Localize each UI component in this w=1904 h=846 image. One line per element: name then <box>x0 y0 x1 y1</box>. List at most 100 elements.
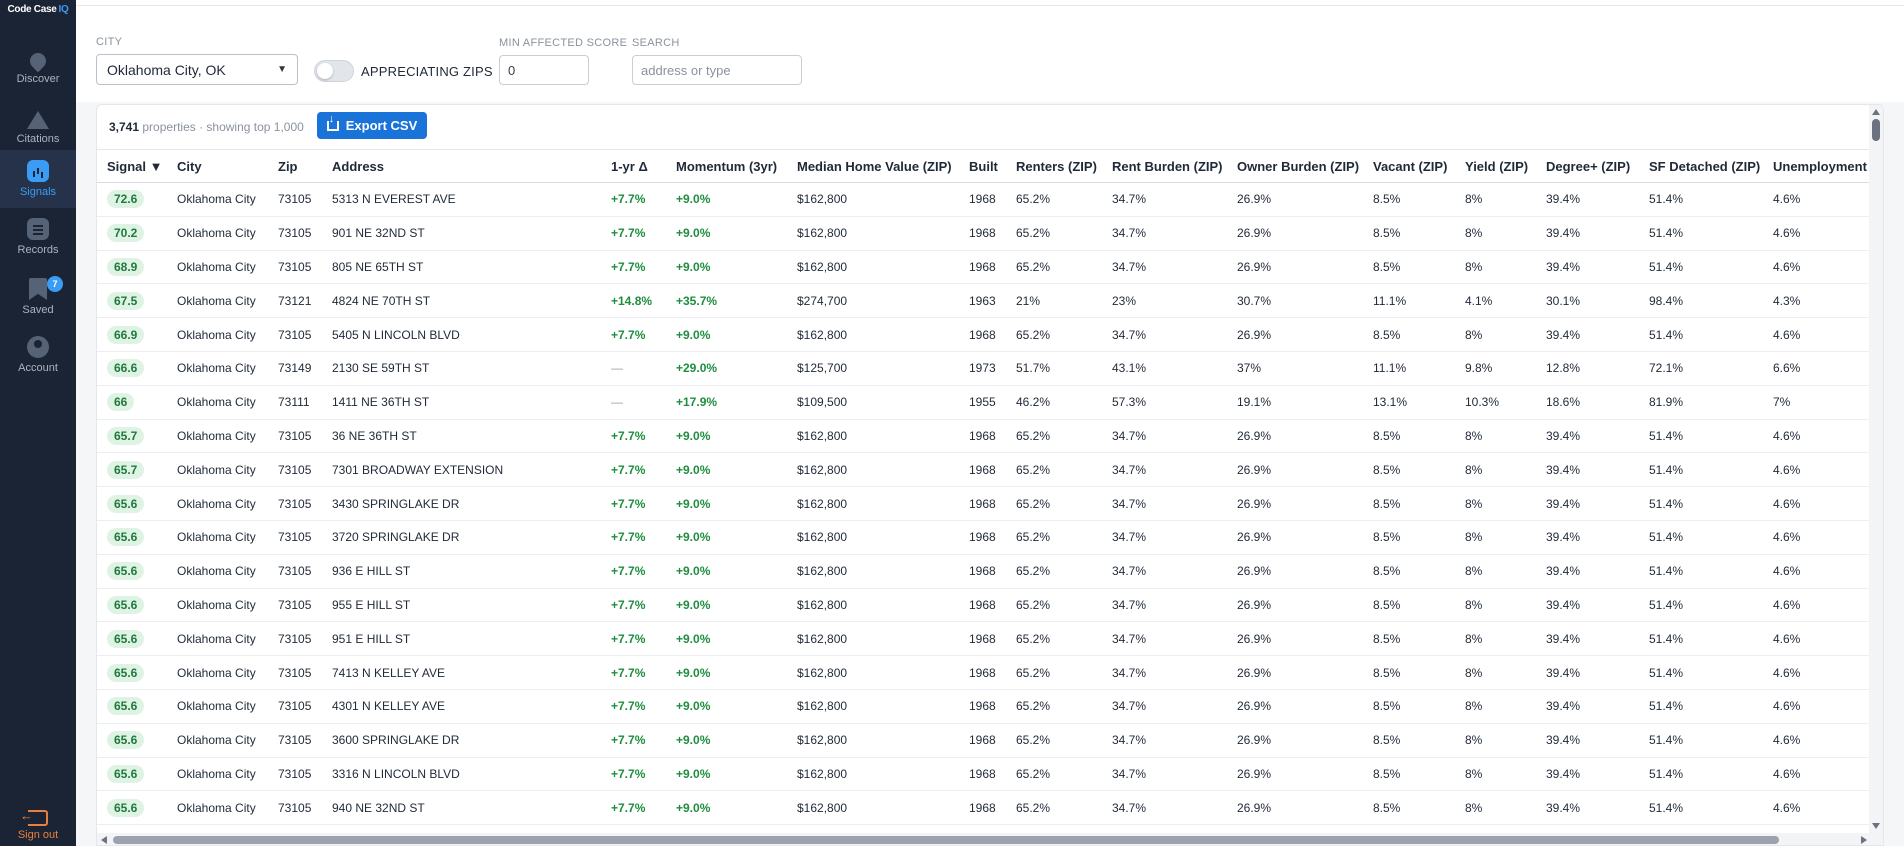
min-score-input[interactable]: 0 <box>499 55 589 85</box>
cell-address: 805 NE 65TH ST <box>322 250 601 285</box>
cell-built: 1968 <box>959 689 1006 724</box>
cell-renters: 21% <box>1006 283 1102 319</box>
sidebar-item-records[interactable]: Records <box>0 208 76 266</box>
table-row[interactable]: 65.6 Oklahoma City 73105 936 E HILL ST +7.7%… <box>97 554 1881 589</box>
column-header-unemployment[interactable]: Unemployment (ZIP) <box>1763 149 1881 183</box>
cell-degree: 39.4% <box>1536 723 1639 758</box>
cell-vacant: 8.5% <box>1363 723 1455 758</box>
cell-address: 936 E HILL ST <box>322 554 601 589</box>
export-csv-button[interactable]: Export CSV <box>317 112 427 139</box>
cell-city: Oklahoma City <box>167 621 268 657</box>
table-row[interactable]: 67.5 Oklahoma City 73121 4824 NE 70TH ST +14… <box>97 283 1881 319</box>
column-header-one-yr-change[interactable]: 1-yr Δ <box>601 149 666 183</box>
table-row[interactable]: 65.6 Oklahoma City 73105 3316 N LINCOLN BLV… <box>97 757 1881 792</box>
cell-zip: 73105 <box>268 486 322 521</box>
table-row[interactable]: 70.2 Oklahoma City 73105 901 NE 32ND ST +7.7… <box>97 216 1881 251</box>
cell-yield: 8% <box>1455 621 1536 657</box>
cell-city: Oklahoma City <box>167 385 268 420</box>
column-header-yield[interactable]: Yield (ZIP) <box>1455 149 1536 183</box>
download-icon <box>326 114 339 131</box>
cell-owner-burden: 26.9% <box>1227 250 1363 285</box>
sign-out-button[interactable]: Sign out <box>0 804 76 846</box>
cell-unemployment: 4.6% <box>1763 216 1881 251</box>
table-row[interactable]: 65.6 Oklahoma City 73105 3720 SPRINGLAKE DR… <box>97 520 1881 555</box>
sidebar-item-discover[interactable]: Discover <box>0 40 76 98</box>
vertical-scrollbar[interactable] <box>1869 105 1883 845</box>
cell-momentum: +29.0% <box>666 351 787 386</box>
table-row[interactable]: 65.7 Oklahoma City 73105 36 NE 36TH ST +7.7%… <box>97 419 1881 454</box>
table-row[interactable]: 65.6 Oklahoma City 73105 3600 SPRINGLAKE DR… <box>97 723 1881 758</box>
cell-degree: 39.4% <box>1536 757 1639 792</box>
cell-zip: 73149 <box>268 351 322 386</box>
column-header-degree[interactable]: Degree+ (ZIP) <box>1536 149 1639 183</box>
scroll-left-icon[interactable] <box>101 836 107 844</box>
cell-unemployment: 4.6% <box>1763 790 1881 826</box>
sidebar-item-signals[interactable]: Signals <box>0 150 76 208</box>
cell-sf-detached: 51.4% <box>1639 317 1763 352</box>
column-header-renters[interactable]: Renters (ZIP) <box>1006 149 1102 183</box>
cell-sf-detached: 51.4% <box>1639 655 1763 690</box>
cell-sf-detached: 98.4% <box>1639 283 1763 319</box>
cell-rent-burden: 43.1% <box>1102 351 1227 386</box>
search-input[interactable]: address or type <box>632 55 802 85</box>
cell-owner-burden: 30.7% <box>1227 283 1363 319</box>
horizontal-scrollbar[interactable] <box>97 833 1871 845</box>
table-row[interactable]: 65.6 Oklahoma City 73105 955 E HILL ST +7.7%… <box>97 588 1881 623</box>
cell-yield: 8% <box>1455 216 1536 251</box>
cell-degree: 39.4% <box>1536 689 1639 724</box>
sidebar-item-citations[interactable]: Citations <box>0 99 76 157</box>
table-row[interactable]: 65.6 Oklahoma City 73105 4301 N KELLEY AVE +… <box>97 689 1881 724</box>
scroll-up-icon[interactable] <box>1872 109 1880 115</box>
table-row[interactable]: 66.6 Oklahoma City 73149 2130 SE 59TH ST — +2… <box>97 351 1881 386</box>
scroll-right-icon[interactable] <box>1861 836 1867 844</box>
cell-address: 955 E HILL ST <box>322 588 601 623</box>
column-header-owner-burden[interactable]: Owner Burden (ZIP) <box>1227 149 1363 183</box>
cell-unemployment: 4.3% <box>1763 283 1881 319</box>
table-row[interactable]: 65.7 Oklahoma City 73105 7301 BROADWAY EXTE… <box>97 452 1881 488</box>
sidebar-item-saved[interactable]: Saved 7 <box>0 268 76 326</box>
cell-one-yr-change: +7.7% <box>601 419 666 454</box>
table-row[interactable]: 66 Oklahoma City 73111 1411 NE 36TH ST — +17.… <box>97 385 1881 420</box>
column-header-built[interactable]: Built <box>959 149 1006 183</box>
appreciating-zips-toggle[interactable] <box>314 60 354 82</box>
column-header-rent-burden[interactable]: Rent Burden (ZIP) <box>1102 149 1227 183</box>
column-header-momentum[interactable]: Momentum (3yr) <box>666 149 787 183</box>
table-row[interactable]: 65.6 Oklahoma City 73105 940 NE 32ND ST +7.7… <box>97 790 1881 826</box>
cell-median-home-value: $162,800 <box>787 790 959 826</box>
column-header-median-home-value[interactable]: Median Home Value (ZIP) <box>787 149 959 183</box>
cell-rent-burden: 34.7% <box>1102 790 1227 826</box>
column-header-address[interactable]: Address <box>322 149 601 183</box>
vertical-scroll-thumb[interactable] <box>1872 119 1880 141</box>
cell-unemployment: 4.6% <box>1763 317 1881 352</box>
cell-signal: 68.9 <box>97 250 167 285</box>
scroll-down-icon[interactable] <box>1872 823 1880 829</box>
cell-rent-burden: 34.7% <box>1102 250 1227 285</box>
table-row[interactable]: 68.9 Oklahoma City 73105 805 NE 65TH ST +7.7… <box>97 250 1881 285</box>
table-row[interactable]: 65.6 Oklahoma City 73105 951 E HILL ST +7.7%… <box>97 621 1881 657</box>
horizontal-scroll-thumb[interactable] <box>113 836 1779 844</box>
results-header: 3,741 properties · showing top 1,000 Exp… <box>97 105 1883 149</box>
column-header-vacant[interactable]: Vacant (ZIP) <box>1363 149 1455 183</box>
cell-owner-burden: 26.9% <box>1227 689 1363 724</box>
cell-sf-detached: 51.4% <box>1639 520 1763 555</box>
column-header-city[interactable]: City <box>167 149 268 183</box>
cell-sf-detached: 51.4% <box>1639 486 1763 521</box>
cell-rent-burden: 57.3% <box>1102 385 1227 420</box>
column-header-zip[interactable]: Zip <box>268 149 322 183</box>
table-row[interactable]: 65.6 Oklahoma City 73105 7413 N KELLEY AVE +… <box>97 655 1881 690</box>
bar-chart-icon <box>27 160 49 182</box>
table-row[interactable]: 65.6 Oklahoma City 73105 3430 SPRINGLAKE DR… <box>97 486 1881 521</box>
signal-badge: 65.6 <box>107 663 145 682</box>
table-row[interactable]: 66.9 Oklahoma City 73105 5405 N LINCOLN BLV… <box>97 317 1881 352</box>
cell-momentum: +9.0% <box>666 554 787 589</box>
cell-yield: 8% <box>1455 723 1536 758</box>
table-row[interactable]: 72.6 Oklahoma City 73105 5313 N EVEREST AVE… <box>97 182 1881 217</box>
column-header-sf-detached[interactable]: SF Detached (ZIP) <box>1639 149 1763 183</box>
sidebar-item-account[interactable]: Account <box>0 326 76 384</box>
cell-momentum: +9.0% <box>666 317 787 352</box>
column-header-signal[interactable]: Signal ▼ <box>97 149 167 183</box>
cell-sf-detached: 51.4% <box>1639 182 1763 217</box>
city-label: CITY <box>96 36 123 48</box>
cell-momentum: +9.0% <box>666 790 787 826</box>
city-select[interactable]: Oklahoma City, OK ▼ <box>96 54 298 85</box>
